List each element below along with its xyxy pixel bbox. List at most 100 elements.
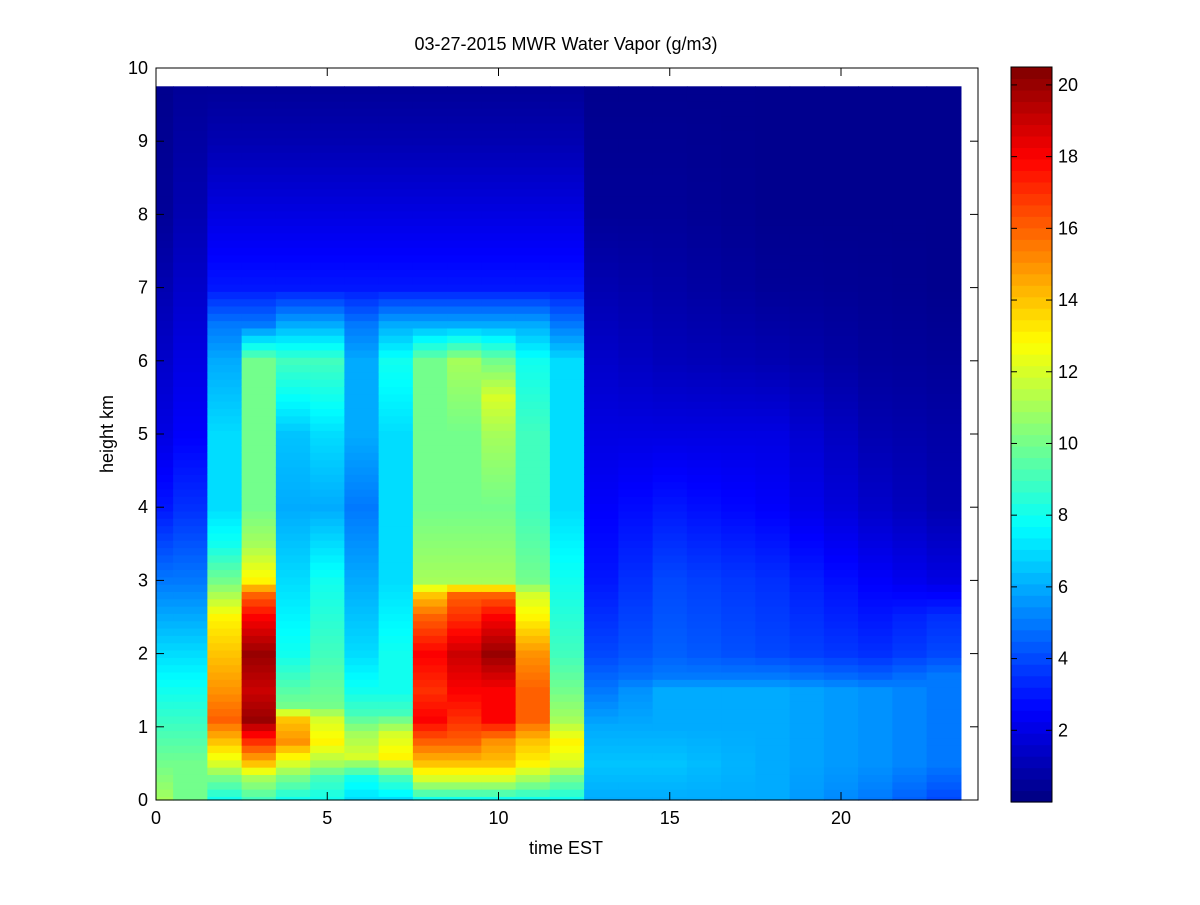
heatmap-cell xyxy=(173,737,208,746)
heatmap-cell xyxy=(156,386,174,395)
heatmap-cell xyxy=(173,298,208,307)
heatmap-cell xyxy=(652,444,688,453)
heatmap-cell xyxy=(549,481,585,490)
heatmap-cell xyxy=(481,657,517,666)
heatmap-cell xyxy=(241,196,277,205)
heatmap-cell xyxy=(584,342,619,351)
heatmap-cell xyxy=(584,166,619,175)
heatmap-cell xyxy=(755,444,791,453)
heatmap-cell xyxy=(858,496,893,505)
heatmap-cell xyxy=(156,649,174,658)
heatmap-cell xyxy=(207,620,243,629)
heatmap-cell xyxy=(344,525,380,534)
heatmap-cell xyxy=(481,166,517,175)
heatmap-cell xyxy=(549,642,585,651)
heatmap-cell xyxy=(310,584,345,592)
heatmap-cell xyxy=(858,591,893,600)
heatmap-cell xyxy=(310,532,345,541)
heatmap-cell xyxy=(549,437,585,446)
heatmap-cell xyxy=(207,247,243,256)
heatmap-cell xyxy=(412,108,448,117)
heatmap-cell xyxy=(241,130,277,139)
heatmap-cell xyxy=(892,225,928,234)
heatmap-cell xyxy=(892,88,928,95)
heatmap-cell xyxy=(721,789,756,797)
heatmap-cell xyxy=(310,100,345,109)
heatmap-cell xyxy=(892,562,928,571)
heatmap-cell xyxy=(721,627,756,636)
heatmap-cell xyxy=(344,269,380,278)
heatmap-cell xyxy=(721,554,756,563)
heatmap-cell xyxy=(926,430,962,439)
heatmap-cell xyxy=(515,327,551,336)
colorbar-swatch xyxy=(1011,112,1052,126)
heatmap-cell xyxy=(584,393,619,402)
heatmap-cell xyxy=(344,510,380,519)
colorbar-swatch xyxy=(1011,790,1052,803)
heatmap-cell xyxy=(686,305,722,314)
heatmap-cell xyxy=(275,232,311,241)
heatmap-cell xyxy=(447,298,482,307)
heatmap-cell xyxy=(584,371,619,380)
heatmap-cell xyxy=(618,752,654,761)
heatmap-cell xyxy=(412,444,448,453)
heatmap-cell xyxy=(584,240,619,248)
heatmap-cell xyxy=(858,342,893,351)
heatmap-cell xyxy=(207,261,243,270)
heatmap-cell xyxy=(515,137,551,146)
heatmap-cell xyxy=(584,181,619,190)
heatmap-cell xyxy=(549,430,585,439)
heatmap-cell xyxy=(549,679,585,688)
heatmap-cell xyxy=(549,496,585,505)
heatmap-cell xyxy=(858,774,893,783)
heatmap-cell xyxy=(241,752,277,761)
heatmap-cell xyxy=(823,240,859,248)
heatmap-cell xyxy=(618,240,654,248)
heatmap-cell xyxy=(652,93,688,102)
heatmap-cell xyxy=(412,166,448,175)
colorbar-swatch xyxy=(1011,124,1052,137)
heatmap-cell xyxy=(447,305,482,314)
heatmap-cell xyxy=(241,261,277,270)
heatmap-cell xyxy=(156,789,174,797)
heatmap-cell xyxy=(618,86,654,89)
heatmap-cell xyxy=(481,430,517,439)
heatmap-cell xyxy=(549,393,585,402)
heatmap-cell xyxy=(481,562,517,571)
heatmap-cell xyxy=(344,759,380,768)
heatmap-cell xyxy=(721,108,756,117)
heatmap-cell xyxy=(344,335,380,344)
heatmap-cell xyxy=(412,269,448,278)
heatmap-cell xyxy=(892,218,928,226)
heatmap-cell xyxy=(789,598,825,607)
heatmap-cell xyxy=(481,159,517,168)
heatmap-cell xyxy=(549,93,585,102)
heatmap-cell xyxy=(755,627,791,636)
heatmap-cell xyxy=(515,503,551,512)
heatmap-cell xyxy=(823,108,859,117)
heatmap-cell xyxy=(412,203,448,212)
heatmap-cell xyxy=(275,488,311,497)
heatmap-cell xyxy=(481,415,517,424)
heatmap-cell xyxy=(892,415,928,424)
heatmap-cell xyxy=(207,569,243,578)
heatmap-cell xyxy=(755,130,791,139)
heatmap-cell xyxy=(858,569,893,578)
heatmap-cell xyxy=(275,305,311,314)
heatmap-cell xyxy=(858,474,893,483)
heatmap-cell xyxy=(378,606,414,614)
colorbar-swatch xyxy=(1011,67,1052,80)
heatmap-cell xyxy=(378,584,414,592)
heatmap-cell xyxy=(241,554,277,563)
heatmap-cell xyxy=(652,122,688,131)
heatmap-cell xyxy=(755,701,791,710)
heatmap-cell xyxy=(755,569,791,578)
heatmap-cell xyxy=(721,547,756,556)
heatmap-cell xyxy=(412,188,448,197)
heatmap-cell xyxy=(412,606,448,614)
heatmap-cell xyxy=(207,606,243,614)
heatmap-cell xyxy=(412,767,448,775)
heatmap-cell xyxy=(207,320,243,329)
heatmap-cell xyxy=(789,240,825,248)
heatmap-cell xyxy=(173,371,208,380)
